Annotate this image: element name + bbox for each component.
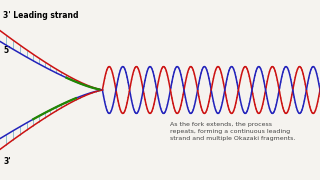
Text: 3' Leading strand: 3' Leading strand xyxy=(3,11,79,20)
Text: 5': 5' xyxy=(3,46,11,55)
Text: As the fork extends, the process
repeats, forming a continuous leading
strand an: As the fork extends, the process repeats… xyxy=(170,122,295,141)
Text: 3': 3' xyxy=(3,158,11,166)
